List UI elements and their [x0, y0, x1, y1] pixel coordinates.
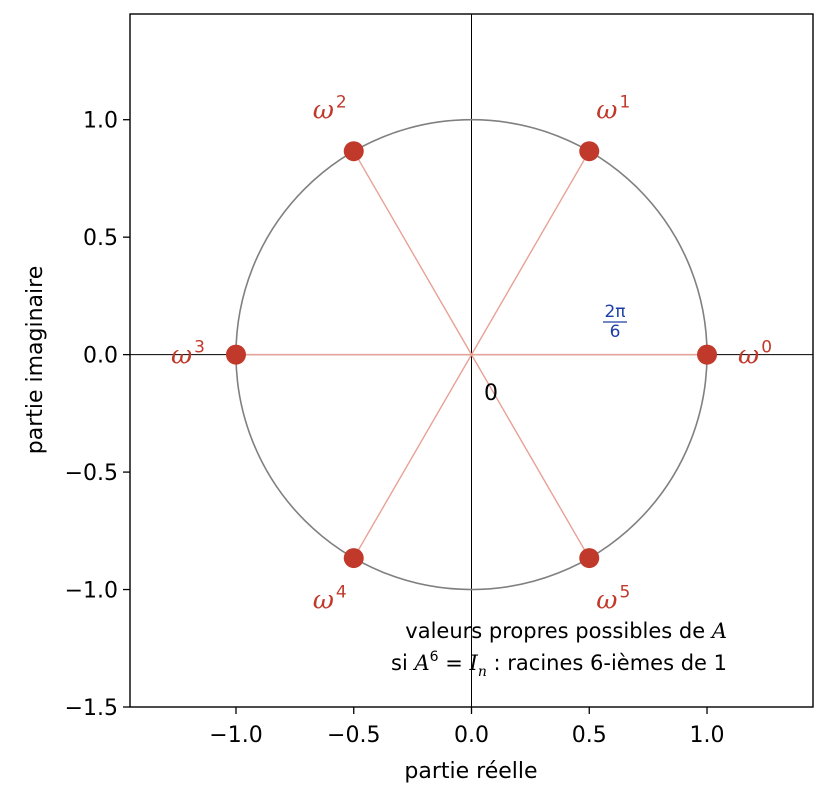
root-point-1 — [579, 141, 600, 162]
root-label-exponent: 2 — [336, 93, 347, 113]
root-point-4 — [343, 548, 364, 569]
y-axis-title: partie imaginaire — [23, 266, 48, 455]
annotation-line-1: valeurs propres possibles de A — [405, 619, 727, 643]
spoke-2 — [353, 150, 473, 355]
annotation-line-2-rest: : racines 6-ièmes de 1 — [487, 651, 727, 675]
root-label-exponent: 4 — [336, 583, 347, 603]
root-point-5 — [579, 548, 600, 569]
angle-label: 2π 6 — [603, 302, 627, 342]
origin-label: 0 — [484, 381, 498, 406]
root-label-symbol: ω — [313, 96, 334, 126]
spoke-1 — [470, 150, 590, 355]
root-label-symbol: ω — [171, 341, 192, 371]
angle-label-numerator: 2π — [604, 302, 625, 322]
annotation-line-1-text: valeurs propres possibles de — [405, 619, 712, 643]
x-tick-label: −1.0 — [209, 723, 262, 748]
x-axis-title: partie réelle — [404, 759, 537, 784]
annotation-line-2-exp: 6 — [430, 649, 439, 665]
annotation-line-2-var: A — [412, 651, 429, 675]
root-label-exponent: 5 — [619, 583, 630, 603]
root-label-symbol: ω — [313, 586, 334, 616]
annotation-line-2-eq: = — [439, 651, 470, 675]
y-tick-label: −1.0 — [65, 579, 118, 604]
root-label-symbol: ω — [596, 586, 617, 616]
angle-label-denominator: 6 — [610, 322, 621, 342]
annotation-line-2-sub: n — [478, 664, 487, 680]
y-tick-label: −1.5 — [65, 696, 118, 721]
root-point-0 — [697, 344, 718, 365]
x-tick-label: −0.5 — [327, 723, 380, 748]
root-label-exponent: 0 — [761, 338, 772, 358]
y-tick-label: 0.5 — [83, 226, 118, 251]
x-tick-label: 0.5 — [572, 723, 607, 748]
y-tick-label: 0.0 — [83, 344, 118, 369]
y-tick-label: 1.0 — [83, 109, 118, 134]
root-label-exponent: 1 — [619, 93, 630, 113]
y-tick-label: −0.5 — [65, 461, 118, 486]
x-tick-label: 0.0 — [454, 723, 489, 748]
annotation-line-2-identity: I — [469, 651, 479, 675]
annotation-line-2: si A6 = In : racines 6-ièmes de 1 — [391, 649, 727, 680]
root-label-symbol: ω — [738, 341, 759, 371]
root-label-exponent: 3 — [194, 338, 205, 358]
annotation-line-2-pre: si — [391, 651, 414, 675]
annotation-line-1-var: A — [710, 619, 727, 643]
root-point-2 — [343, 141, 364, 162]
root-label-symbol: ω — [596, 96, 617, 126]
plot-area: ω 0ω 1ω 2ω 3ω 4 ω 5 — [123, 14, 813, 714]
spoke-4 — [353, 354, 473, 559]
spoke-5 — [470, 354, 590, 559]
root-point-3 — [225, 344, 246, 365]
x-tick-label: 1.0 — [690, 723, 725, 748]
